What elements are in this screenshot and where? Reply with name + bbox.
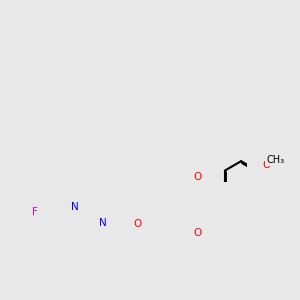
Text: O: O xyxy=(134,219,142,229)
Text: O: O xyxy=(262,160,270,170)
Text: N: N xyxy=(99,218,107,228)
Text: F: F xyxy=(32,208,38,218)
Text: N: N xyxy=(70,202,78,212)
Text: O: O xyxy=(194,228,202,238)
Text: CH₃: CH₃ xyxy=(266,155,284,165)
Text: O: O xyxy=(194,172,202,182)
